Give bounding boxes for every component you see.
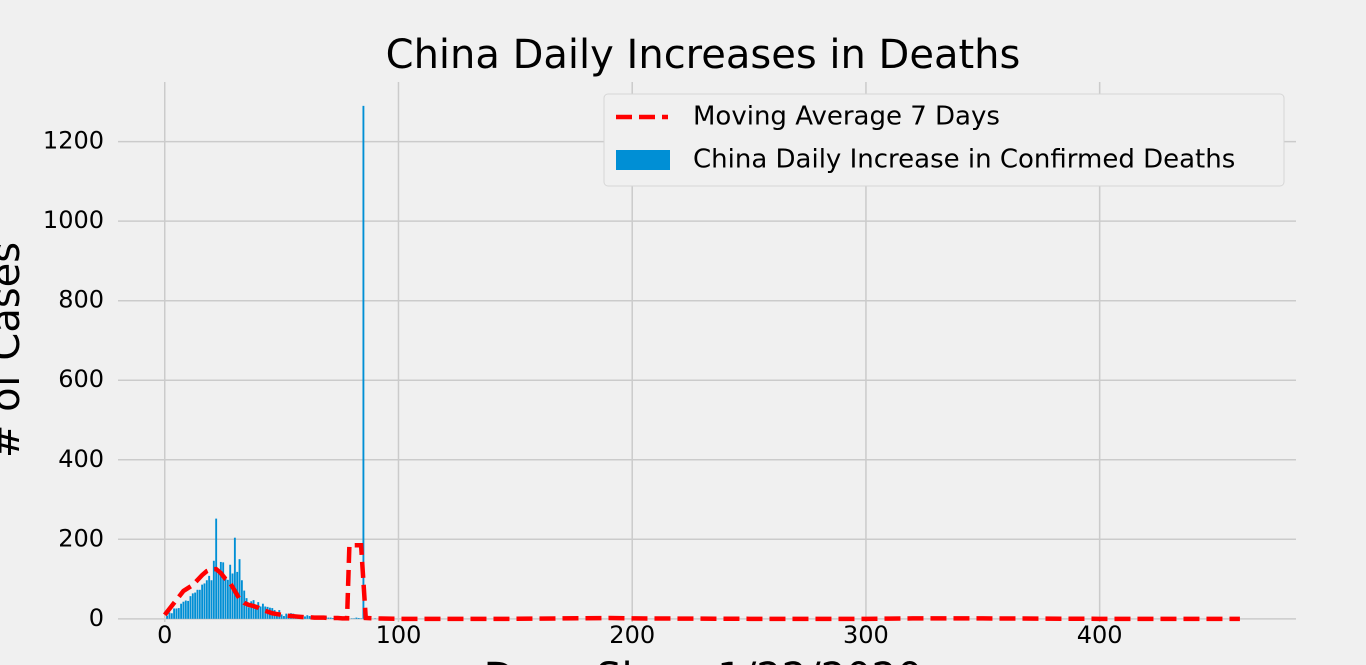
bar (173, 608, 176, 619)
bar (240, 580, 243, 619)
bar (217, 570, 220, 619)
bar (205, 580, 208, 619)
bar (222, 562, 225, 619)
bar (283, 616, 285, 619)
bar (306, 615, 309, 619)
bar (308, 616, 311, 619)
legend: Moving Average 7 Days China Daily Increas… (603, 93, 1285, 187)
bar (189, 596, 192, 619)
bar (203, 583, 206, 619)
bar (168, 612, 171, 619)
bar (219, 561, 222, 619)
bar (250, 601, 253, 619)
bar (180, 603, 183, 619)
x-tick-label: 100 (376, 621, 422, 649)
y-tick-label: 200 (58, 524, 104, 552)
bar (175, 608, 178, 619)
bar (212, 560, 215, 619)
bar (355, 617, 358, 619)
bar (226, 579, 229, 619)
y-tick-label: 0 (89, 604, 104, 632)
bar (196, 589, 199, 619)
x-tick-label: 0 (157, 621, 172, 649)
bar (357, 618, 360, 619)
bar (257, 602, 260, 619)
bar (231, 573, 234, 619)
x-tick-label: 400 (1077, 621, 1123, 649)
bar (208, 575, 211, 619)
bar (362, 105, 365, 619)
bar (252, 600, 255, 619)
x-axis-label: Days Since 1/22/2020 (484, 655, 923, 665)
bar (187, 600, 190, 619)
bar (285, 613, 288, 619)
legend-swatch (616, 150, 670, 170)
bar (210, 580, 213, 619)
bar (280, 614, 283, 619)
bar (229, 564, 232, 619)
marks (162, 105, 1240, 622)
line (162, 543, 1240, 622)
bar (182, 601, 185, 619)
bar (170, 613, 173, 619)
bar (194, 592, 197, 619)
y-tick-label: 1000 (43, 206, 104, 234)
bar (245, 598, 248, 619)
chart-title: China Daily Increases in Deaths (386, 32, 1021, 78)
bar (238, 559, 241, 619)
legend-label: China Daily Increase in Confirmed Deaths (693, 145, 1235, 175)
y-tick-label: 1200 (43, 127, 104, 155)
bar (329, 617, 332, 619)
bar (201, 584, 204, 619)
y-tick-label: 600 (58, 365, 104, 393)
bar (198, 589, 201, 619)
bar (259, 606, 262, 619)
bar (191, 593, 194, 619)
bar (166, 615, 169, 619)
bar (247, 607, 250, 619)
y-axis-label: # of Cases (0, 242, 29, 458)
x-tick-label: 200 (609, 621, 655, 649)
bar (233, 537, 236, 619)
y-tick-label: 400 (58, 445, 104, 473)
y-tick-label: 800 (58, 286, 104, 314)
bar (254, 604, 257, 619)
bar (177, 608, 180, 619)
bar (261, 603, 264, 619)
bar (224, 577, 227, 619)
legend-box (603, 93, 1285, 187)
bar (184, 600, 187, 619)
x-tick-label: 300 (843, 621, 889, 649)
bar (332, 618, 334, 619)
legend-label: Moving Average 7 Days (693, 102, 1000, 132)
bar (327, 617, 330, 619)
bar (304, 616, 306, 619)
